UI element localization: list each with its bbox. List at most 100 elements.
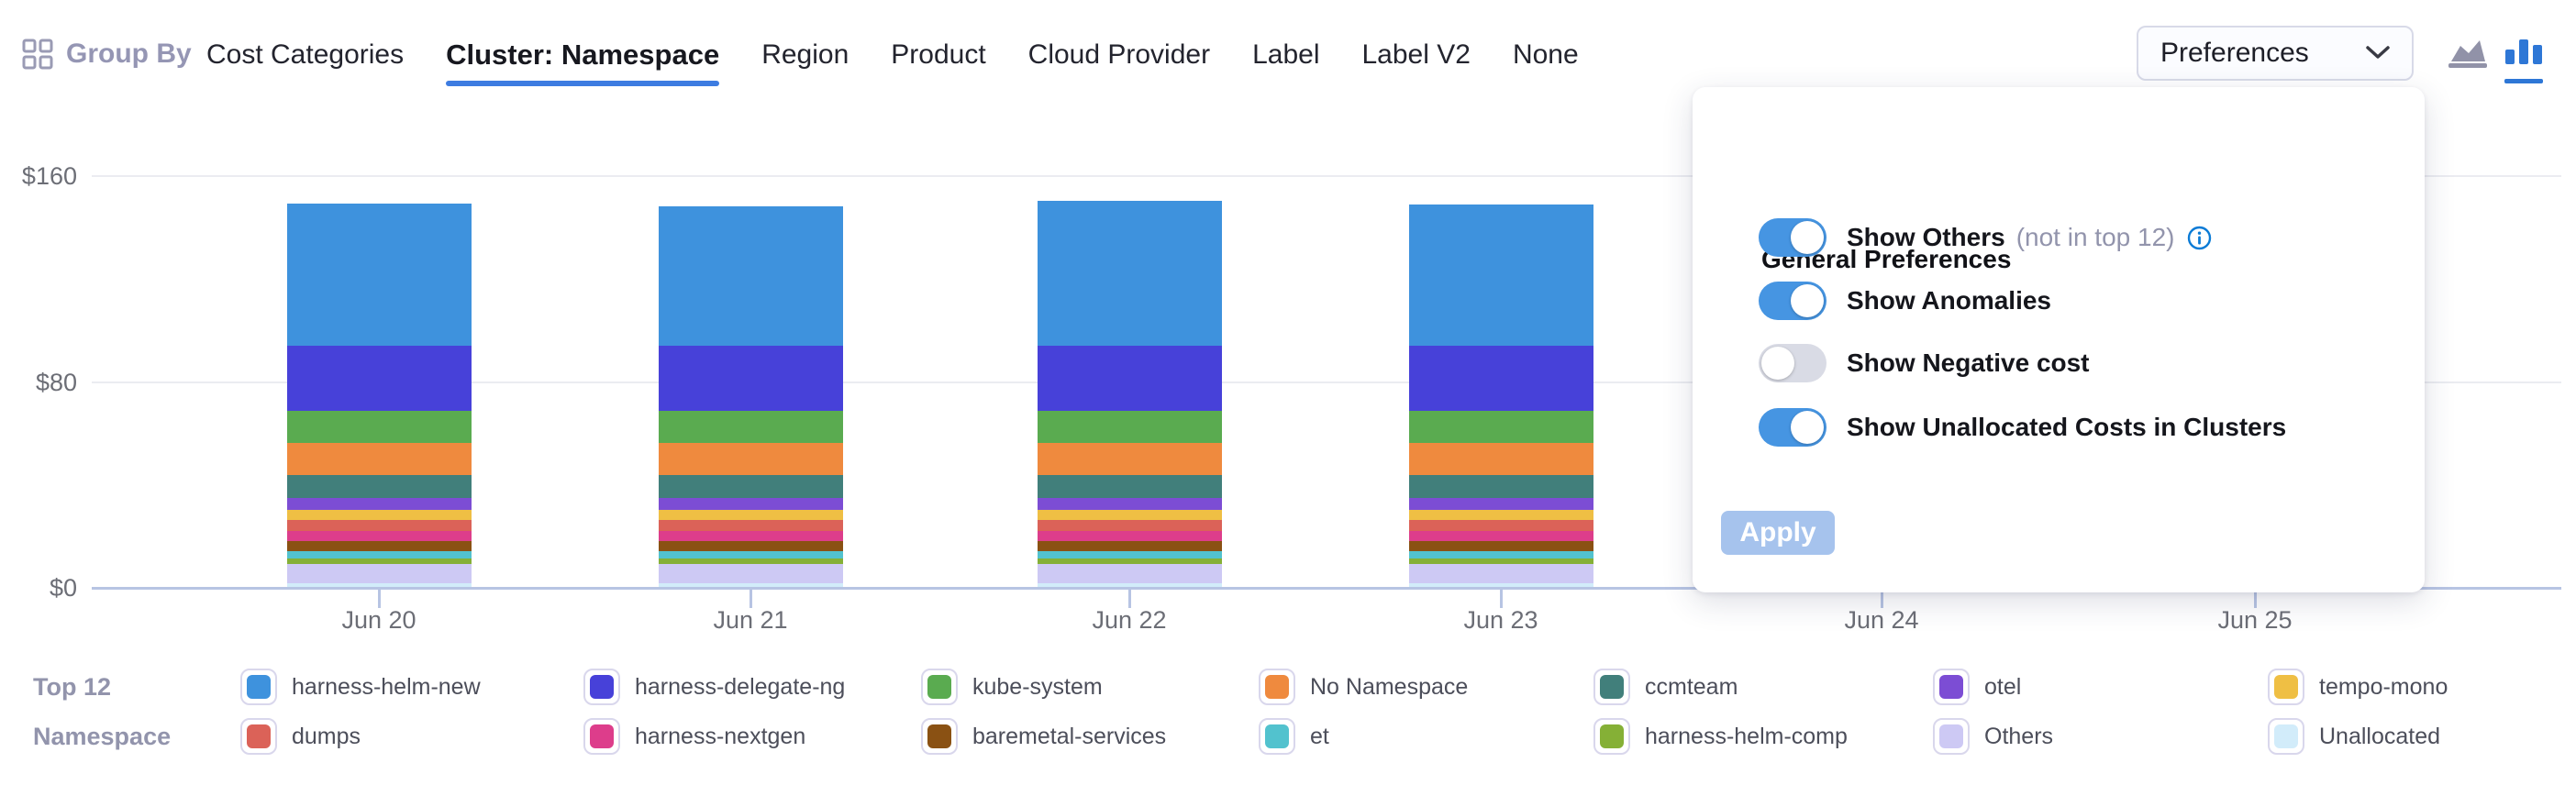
tab-region[interactable]: Region xyxy=(761,39,849,70)
bar-segment[interactable] xyxy=(659,550,843,559)
legend-swatch[interactable] xyxy=(1259,669,1295,705)
legend-swatch[interactable] xyxy=(583,669,620,705)
bar-segment[interactable] xyxy=(1409,475,1593,499)
tab-cloud-provider[interactable]: Cloud Provider xyxy=(1027,39,1211,70)
bar-segment[interactable] xyxy=(1038,558,1222,564)
legend-item[interactable]: No Namespace xyxy=(1259,667,1468,707)
bar-segment[interactable] xyxy=(659,443,843,476)
legend-item[interactable]: et xyxy=(1259,716,1329,757)
show-others-toggle[interactable] xyxy=(1759,218,1827,257)
bar-Jun 20[interactable] xyxy=(287,203,472,588)
tab-product[interactable]: Product xyxy=(891,39,986,70)
bar-segment[interactable] xyxy=(659,531,843,541)
bar-segment[interactable] xyxy=(1409,563,1593,583)
bar-segment[interactable] xyxy=(287,550,472,559)
legend-item[interactable]: harness-delegate-ng xyxy=(583,667,845,707)
area-chart-icon[interactable] xyxy=(2448,37,2488,82)
bar-segment[interactable] xyxy=(1038,475,1222,499)
legend-item[interactable]: harness-helm-comp xyxy=(1593,716,1848,757)
bar-Jun 21[interactable] xyxy=(659,206,843,588)
bar-segment[interactable] xyxy=(1409,558,1593,564)
legend-swatch[interactable] xyxy=(2268,669,2304,705)
legend-item[interactable]: otel xyxy=(1933,667,2021,707)
legend-item[interactable]: Unallocated xyxy=(2268,716,2440,757)
tab-label-v2[interactable]: Label V2 xyxy=(1361,39,1471,70)
bar-chart-icon[interactable] xyxy=(2504,37,2543,83)
bar-segment[interactable] xyxy=(1038,498,1222,511)
bar-segment[interactable] xyxy=(287,443,472,476)
legend-item[interactable]: dumps xyxy=(240,716,361,757)
show-negative-cost-toggle[interactable] xyxy=(1759,344,1827,382)
bar-segment[interactable] xyxy=(1409,443,1593,476)
legend-swatch[interactable] xyxy=(2268,718,2304,755)
bar-segment[interactable] xyxy=(1409,346,1593,411)
bar-segment[interactable] xyxy=(1038,201,1222,346)
bar-segment[interactable] xyxy=(1409,531,1593,541)
legend-item[interactable]: Others xyxy=(1933,716,2053,757)
bar-segment[interactable] xyxy=(1409,498,1593,511)
bar-segment[interactable] xyxy=(1038,582,1222,588)
legend-item[interactable]: baremetal-services xyxy=(921,716,1166,757)
bar-segment[interactable] xyxy=(287,558,472,564)
tab-none[interactable]: None xyxy=(1512,39,1579,70)
bar-segment[interactable] xyxy=(659,206,843,346)
bar-segment[interactable] xyxy=(659,519,843,532)
bar-segment[interactable] xyxy=(287,563,472,583)
bar-segment[interactable] xyxy=(1038,443,1222,476)
bar-segment[interactable] xyxy=(1409,510,1593,520)
bar-segment[interactable] xyxy=(1409,540,1593,551)
bar-segment[interactable] xyxy=(287,475,472,499)
bar-segment[interactable] xyxy=(287,531,472,541)
bar-segment[interactable] xyxy=(1409,550,1593,559)
legend-item[interactable]: ccmteam xyxy=(1593,667,1738,707)
bar-segment[interactable] xyxy=(659,346,843,411)
tab-cluster-namespace[interactable]: Cluster: Namespace xyxy=(446,37,720,86)
bar-segment[interactable] xyxy=(659,563,843,583)
bar-segment[interactable] xyxy=(287,203,472,346)
bar-segment[interactable] xyxy=(1038,510,1222,520)
bar-segment[interactable] xyxy=(287,510,472,520)
bar-segment[interactable] xyxy=(1409,582,1593,588)
legend-swatch[interactable] xyxy=(921,718,958,755)
apply-button[interactable]: Apply xyxy=(1721,511,1835,555)
legend-swatch[interactable] xyxy=(1593,718,1630,755)
bar-segment[interactable] xyxy=(287,540,472,551)
legend-item[interactable]: harness-nextgen xyxy=(583,716,805,757)
bar-segment[interactable] xyxy=(659,510,843,520)
bar-segment[interactable] xyxy=(659,475,843,499)
bar-segment[interactable] xyxy=(659,498,843,511)
bar-segment[interactable] xyxy=(1409,204,1593,346)
preferences-button[interactable]: Preferences xyxy=(2137,26,2414,81)
bar-segment[interactable] xyxy=(287,346,472,411)
legend-item[interactable]: kube-system xyxy=(921,667,1103,707)
bar-segment[interactable] xyxy=(1038,550,1222,559)
legend-swatch[interactable] xyxy=(240,669,277,705)
bar-segment[interactable] xyxy=(1038,531,1222,541)
bar-segment[interactable] xyxy=(287,498,472,511)
legend-swatch[interactable] xyxy=(1593,669,1630,705)
bar-segment[interactable] xyxy=(287,582,472,588)
show-unallocated-toggle[interactable] xyxy=(1759,408,1827,447)
bar-segment[interactable] xyxy=(1038,563,1222,583)
legend-swatch[interactable] xyxy=(1933,718,1970,755)
bar-segment[interactable] xyxy=(1038,410,1222,444)
legend-item[interactable]: harness-helm-new xyxy=(240,667,481,707)
bar-segment[interactable] xyxy=(659,558,843,564)
bar-segment[interactable] xyxy=(287,519,472,532)
bar-segment[interactable] xyxy=(1038,519,1222,532)
bar-segment[interactable] xyxy=(287,410,472,444)
legend-item[interactable]: tempo-mono xyxy=(2268,667,2448,707)
bar-segment[interactable] xyxy=(1038,346,1222,411)
info-icon[interactable] xyxy=(2187,226,2212,250)
bar-segment[interactable] xyxy=(659,540,843,551)
bar-segment[interactable] xyxy=(659,582,843,588)
bar-segment[interactable] xyxy=(1409,410,1593,444)
bar-segment[interactable] xyxy=(1038,540,1222,551)
legend-swatch[interactable] xyxy=(240,718,277,755)
legend-swatch[interactable] xyxy=(1259,718,1295,755)
legend-swatch[interactable] xyxy=(583,718,620,755)
bar-Jun 22[interactable] xyxy=(1038,201,1222,588)
bar-segment[interactable] xyxy=(1409,519,1593,532)
bar-segment[interactable] xyxy=(659,410,843,444)
legend-swatch[interactable] xyxy=(1933,669,1970,705)
